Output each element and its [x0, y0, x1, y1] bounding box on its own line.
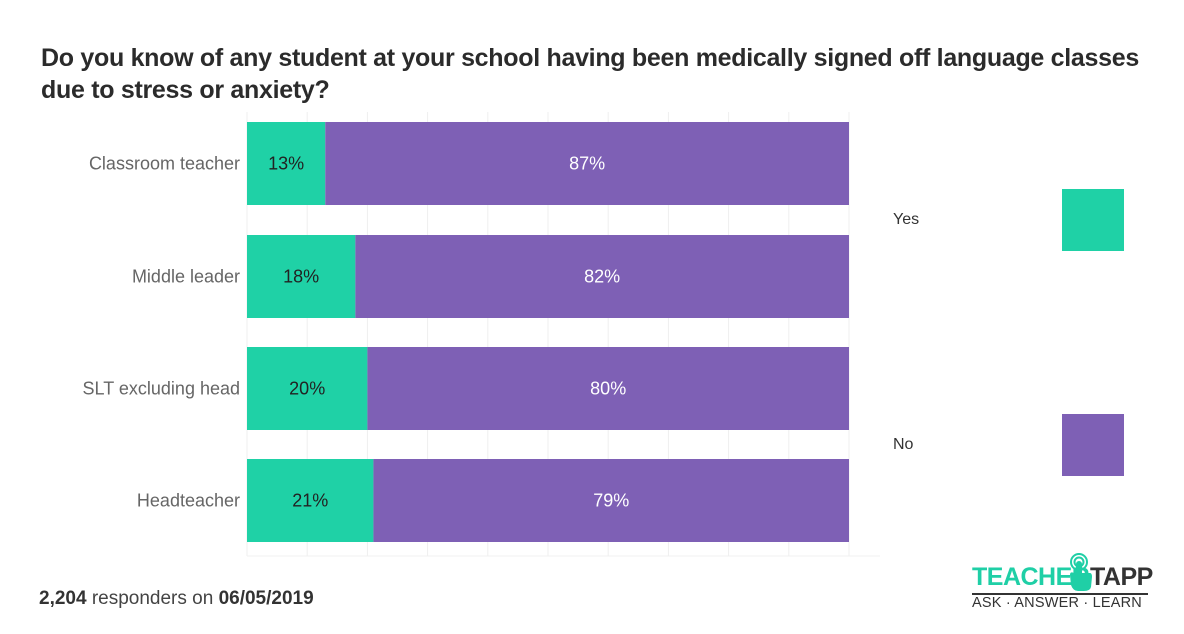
tapping-hand-icon	[1070, 553, 1092, 591]
chart-title: Do you know of any student at your schoo…	[41, 44, 1139, 104]
data-label: 13%	[268, 154, 304, 174]
bar-no	[325, 122, 849, 205]
category-label: SLT excluding head	[83, 379, 240, 399]
legend-swatch-yes	[1062, 189, 1124, 251]
data-label: 82%	[584, 267, 620, 287]
responder-count: 2,204	[39, 588, 87, 609]
category-label: Headteacher	[137, 491, 240, 511]
legend-label-no: No	[893, 436, 914, 453]
bar-no	[355, 235, 849, 318]
survey-date: 06/05/2019	[218, 588, 314, 609]
data-label: 79%	[593, 491, 629, 511]
labels: 13% 87% Classroom teacher 18% 82% Middle lead…	[83, 154, 630, 511]
footer-responders: 2,204 responders on 06/05/2019	[39, 588, 314, 610]
logo-tagline: ASK · ANSWER · LEARN	[972, 595, 1142, 611]
bar-yes	[247, 347, 368, 430]
category-label: Middle leader	[132, 267, 240, 287]
teacher-tapp-logo: TEACHER TAPP ASK · ANSWER · LEARN	[972, 553, 1153, 613]
legend-swatch-no	[1062, 414, 1124, 476]
bar-yes	[247, 459, 374, 542]
data-label: 80%	[590, 379, 626, 399]
bar-no	[373, 459, 849, 542]
data-label: 21%	[292, 491, 328, 511]
data-label: 18%	[283, 267, 319, 287]
bar-yes	[247, 235, 356, 318]
logo-word-tapp: TAPP	[1090, 563, 1153, 591]
logo-divider	[972, 593, 1148, 595]
data-label: 87%	[569, 154, 605, 174]
bar-no	[367, 347, 849, 430]
bars	[247, 122, 849, 542]
legend-label-yes: Yes	[893, 211, 920, 228]
data-label: 20%	[289, 379, 325, 399]
bar-yes	[247, 122, 326, 205]
responder-text: responders on	[86, 588, 219, 609]
category-label: Classroom teacher	[89, 154, 240, 174]
